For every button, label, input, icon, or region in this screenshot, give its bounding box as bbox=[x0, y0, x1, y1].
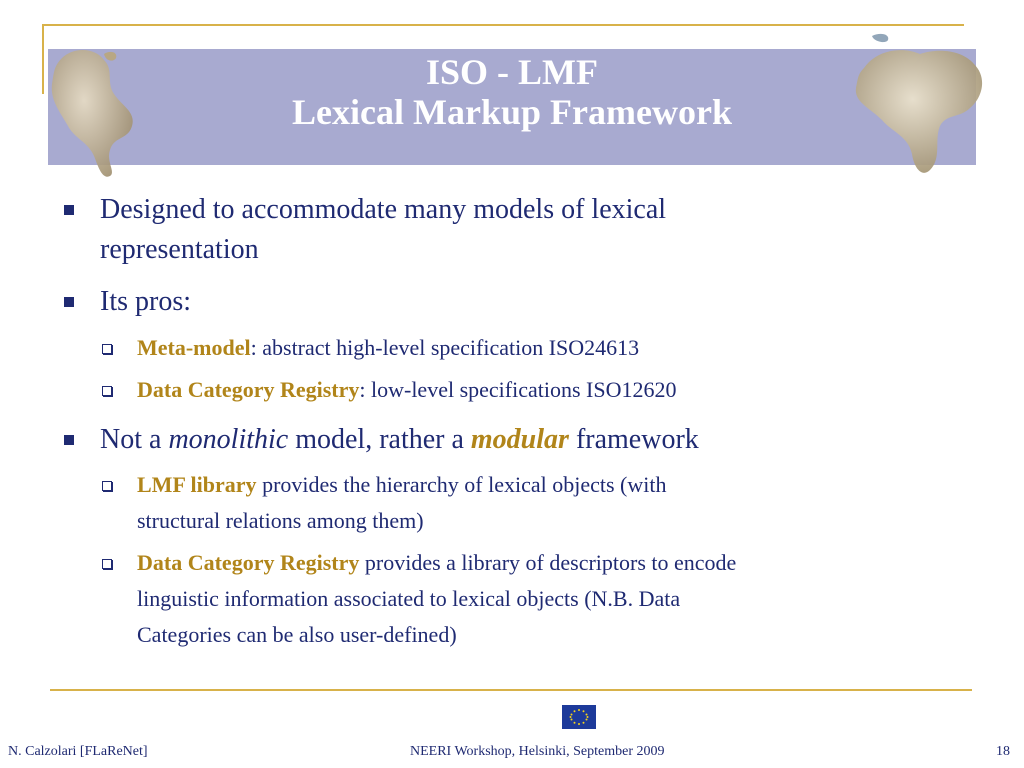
bullet-3-part-3: framework bbox=[568, 424, 699, 455]
sub-bullet-dcr-2-line-3: Categories can be also user-defined) bbox=[137, 622, 457, 647]
monolithic-word: monolithic bbox=[168, 424, 289, 455]
dcr-2-term: Data Category Registry bbox=[137, 550, 360, 575]
modular-word: modular bbox=[470, 424, 569, 455]
bullet-1-line-1: Designed to accommodate many models of l… bbox=[100, 194, 667, 225]
dcr-2-desc-1: provides a library of descriptors to enc… bbox=[359, 550, 737, 575]
title-banner bbox=[48, 49, 976, 165]
bullet-square-icon bbox=[64, 205, 74, 215]
footer-event: NEERI Workshop, Helsinki, September 2009 bbox=[410, 744, 665, 759]
dcr-term: Data Category Registry bbox=[137, 377, 360, 402]
slide-title: ISO - LMF Lexical Markup Framework bbox=[48, 52, 976, 132]
footer-page-number: 18 bbox=[996, 744, 1010, 759]
bottom-divider-line bbox=[50, 689, 972, 691]
lmf-library-desc-1: provides the hierarchy of lexical object… bbox=[256, 472, 667, 497]
bullet-square-icon bbox=[64, 297, 74, 307]
eu-flag-icon bbox=[562, 705, 596, 729]
title-line-1: ISO - LMF bbox=[425, 52, 598, 92]
sub-bullet-checkbox-icon bbox=[102, 559, 112, 569]
sub-bullet-lmf-library-line-2: structural relations among them) bbox=[137, 508, 424, 533]
meta-model-term: Meta-model bbox=[137, 335, 251, 360]
bullet-2-text: Its pros: bbox=[100, 286, 191, 317]
sub-bullet-checkbox-icon bbox=[102, 344, 112, 354]
sub-bullet-checkbox-icon bbox=[102, 481, 112, 491]
lmf-library-term: LMF library bbox=[137, 472, 257, 497]
meta-model-desc: : abstract high-level specification ISO2… bbox=[250, 335, 640, 360]
top-frame-line bbox=[42, 24, 964, 26]
world-map-right-icon bbox=[855, 33, 983, 173]
sub-bullet-meta-model: Meta-model: abstract high-level specific… bbox=[137, 331, 639, 365]
sub-bullet-dcr: Data Category Registry: low-level specif… bbox=[137, 373, 676, 407]
world-map-left-icon bbox=[51, 49, 133, 177]
bullet-3-text: Not a monolithic model, rather a modular… bbox=[100, 420, 699, 460]
left-frame-line bbox=[42, 24, 44, 94]
bullet-square-icon bbox=[64, 435, 74, 445]
footer-author: N. Calzolari [FLaReNet] bbox=[8, 744, 148, 759]
bullet-3-part-1: Not a bbox=[100, 424, 169, 455]
bullet-3-part-2: model, rather a bbox=[288, 424, 471, 455]
bullet-1-line-2: representation bbox=[100, 234, 259, 265]
sub-bullet-dcr-2-line-2: linguistic information associated to lex… bbox=[137, 586, 681, 611]
sub-bullet-lmf-library-line-1: LMF library provides the hierarchy of le… bbox=[137, 468, 666, 502]
dcr-desc: : low-level specifications ISO12620 bbox=[359, 377, 677, 402]
title-line-2: Lexical Markup Framework bbox=[292, 92, 732, 132]
sub-bullet-dcr-2-line-1: Data Category Registry provides a librar… bbox=[137, 546, 736, 580]
sub-bullet-checkbox-icon bbox=[102, 386, 112, 396]
